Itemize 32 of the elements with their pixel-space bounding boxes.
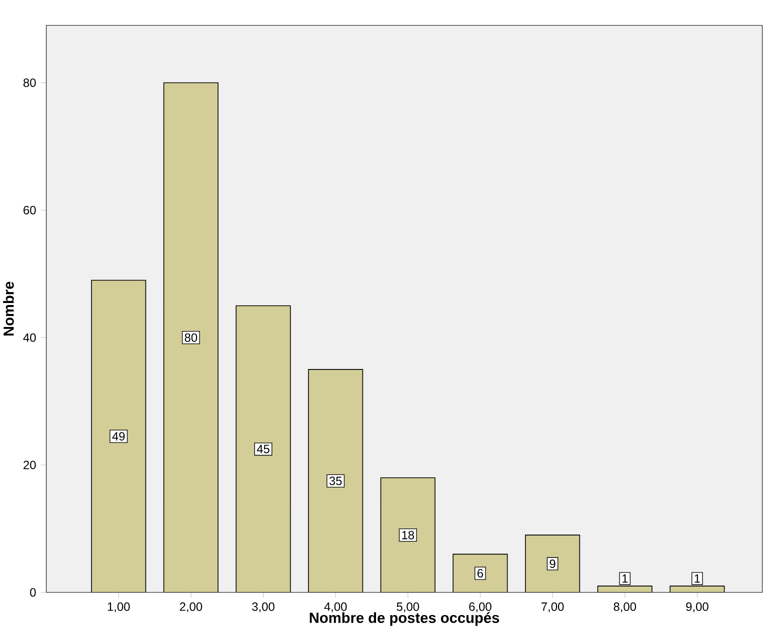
x-tick-label: 5,00 [396,602,420,612]
y-axis-title: Nombre [3,282,14,336]
x-tick-label: 4,00 [324,602,347,612]
y-tick-label: 40 [23,333,36,342]
bar [308,369,363,592]
x-tick-label: 3,00 [252,602,274,612]
data-label: 49 [112,432,125,441]
data-label: 45 [256,444,270,454]
x-tick-label: 9,00 [686,602,708,612]
x-axis-title: Nombre de postes occupés [310,612,500,626]
y-tick-label: 60 [24,206,36,214]
data-label: 9 [550,560,556,568]
x-tick-label: 6,00 [469,602,492,612]
x-tick-label: 1,00 [108,602,130,612]
y-tick-label: 20 [24,460,36,470]
bar [91,280,146,592]
bar [164,82,218,592]
data-label: 80 [184,333,198,342]
x-tick-label: 8,00 [614,602,636,612]
data-label: 6 [478,569,484,578]
bar [380,478,436,592]
bar [453,554,508,592]
data-label: 35 [329,476,342,486]
y-tick-label: 0 [30,588,36,597]
data-label: 1 [622,574,628,583]
y-tick-label: 80 [23,78,36,87]
data-label: 1 [694,574,700,583]
data-label: 18 [402,530,414,540]
bar [236,306,290,592]
x-tick-label: 7,00 [542,602,564,612]
x-tick-label: 2,00 [180,602,202,612]
bar [525,535,580,592]
